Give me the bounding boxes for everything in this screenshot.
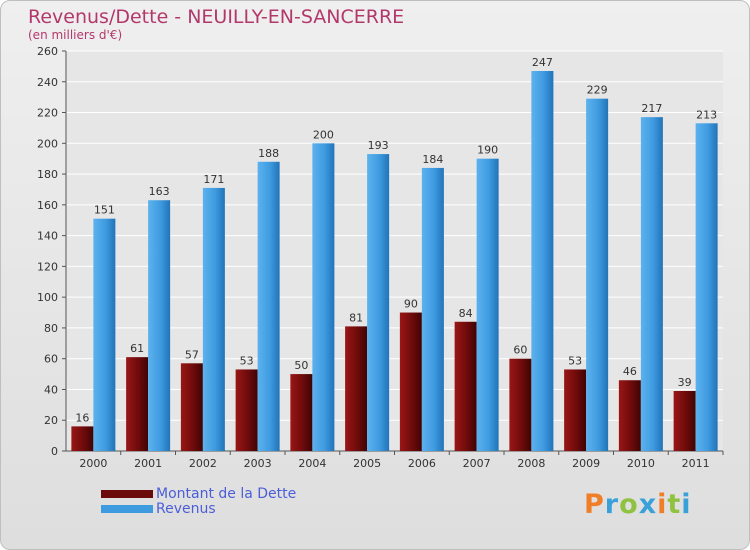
bar-revenus [586, 98, 609, 451]
data-label-dette: 53 [568, 354, 582, 367]
data-label-dette: 53 [240, 354, 254, 367]
chart-title: Revenus/Dette - NEUILLY-EN-SANCERRE [28, 6, 405, 28]
y-tick-label: 0 [51, 445, 58, 458]
data-label-dette: 61 [130, 342, 144, 355]
data-label-revenus: 151 [94, 204, 115, 217]
bar-revenus [640, 117, 663, 452]
bar-revenus [367, 154, 390, 452]
x-tick-label: 2001 [134, 457, 162, 470]
y-tick-label: 100 [37, 291, 58, 304]
bar-dette [673, 391, 696, 451]
x-tick-label: 2004 [298, 457, 326, 470]
bar-dette [399, 312, 422, 451]
data-label-revenus: 217 [641, 102, 662, 115]
x-tick-label: 2011 [682, 457, 710, 470]
y-tick-label: 240 [37, 76, 58, 89]
y-tick-label: 180 [37, 168, 58, 181]
bar-revenus [421, 167, 444, 451]
logo-letter: i [657, 489, 668, 520]
bar-revenus [257, 161, 280, 451]
bar-revenus [695, 123, 718, 452]
plot-area [66, 51, 723, 451]
bar-revenus [93, 218, 116, 451]
y-tick-label: 260 [37, 45, 58, 58]
data-label-dette: 60 [513, 344, 527, 357]
legend-swatch-dette [101, 490, 153, 498]
data-label-revenus: 229 [587, 84, 608, 97]
data-label-dette: 16 [75, 411, 89, 424]
x-tick-label: 2003 [244, 457, 272, 470]
data-label-revenus: 190 [477, 144, 498, 157]
bar-dette [509, 358, 532, 451]
y-tick-label: 40 [44, 383, 58, 396]
data-label-dette: 81 [349, 311, 363, 324]
bar-dette [564, 369, 587, 451]
bar-revenus [148, 200, 171, 451]
bar-dette [618, 380, 641, 451]
logo-letter: t [667, 489, 682, 520]
data-label-dette: 39 [678, 376, 692, 389]
bar-dette [71, 426, 94, 451]
y-tick-label: 220 [37, 107, 58, 120]
x-tick-label: 2006 [408, 457, 436, 470]
logo-letter: o [619, 489, 639, 520]
bar-dette [180, 363, 203, 451]
bar-dette [126, 357, 149, 451]
bar-revenus [312, 143, 335, 452]
bar-dette [454, 321, 477, 451]
proxiti-logo: Proxiti [584, 489, 692, 520]
data-label-revenus: 171 [203, 173, 224, 186]
data-label-revenus: 184 [422, 153, 443, 166]
data-label-dette: 57 [185, 348, 199, 361]
data-label-dette: 84 [459, 307, 473, 320]
data-label-revenus: 193 [368, 139, 389, 152]
y-tick-label: 160 [37, 199, 58, 212]
y-tick-label: 80 [44, 322, 58, 335]
x-tick-label: 2000 [79, 457, 107, 470]
x-tick-label: 2002 [189, 457, 217, 470]
x-tick-label: 2005 [353, 457, 381, 470]
legend-label-dette: Montant de la Dette [156, 486, 297, 502]
bar-dette [290, 374, 313, 451]
legend-swatch-revenus [101, 505, 153, 513]
bar-revenus [531, 71, 554, 451]
bar-dette [345, 326, 368, 451]
y-tick-label: 120 [37, 260, 58, 273]
x-tick-label: 2010 [627, 457, 655, 470]
data-label-dette: 50 [294, 359, 308, 372]
logo-letter: r [604, 489, 620, 520]
logo-letter: x [638, 489, 658, 520]
bar-dette [235, 369, 258, 451]
data-label-dette: 90 [404, 298, 418, 311]
data-label-revenus: 200 [313, 128, 334, 141]
bar-revenus [202, 187, 225, 451]
legend-label-revenus: Revenus [156, 501, 216, 517]
data-label-revenus: 163 [149, 185, 170, 198]
logo-letter: i [681, 489, 692, 520]
y-tick-label: 20 [44, 414, 58, 427]
y-tick-label: 200 [37, 137, 58, 150]
data-label-revenus: 247 [532, 56, 553, 69]
logo-letter: P [584, 489, 605, 520]
chart-subtitle: (en milliers d'€) [28, 28, 123, 42]
y-tick-label: 140 [37, 230, 58, 243]
data-label-revenus: 213 [696, 108, 717, 121]
x-tick-label: 2008 [517, 457, 545, 470]
x-tick-label: 2007 [463, 457, 491, 470]
y-tick-label: 60 [44, 353, 58, 366]
x-tick-label: 2009 [572, 457, 600, 470]
data-label-revenus: 188 [258, 147, 279, 160]
data-label-dette: 46 [623, 365, 637, 378]
bar-revenus [476, 158, 499, 451]
